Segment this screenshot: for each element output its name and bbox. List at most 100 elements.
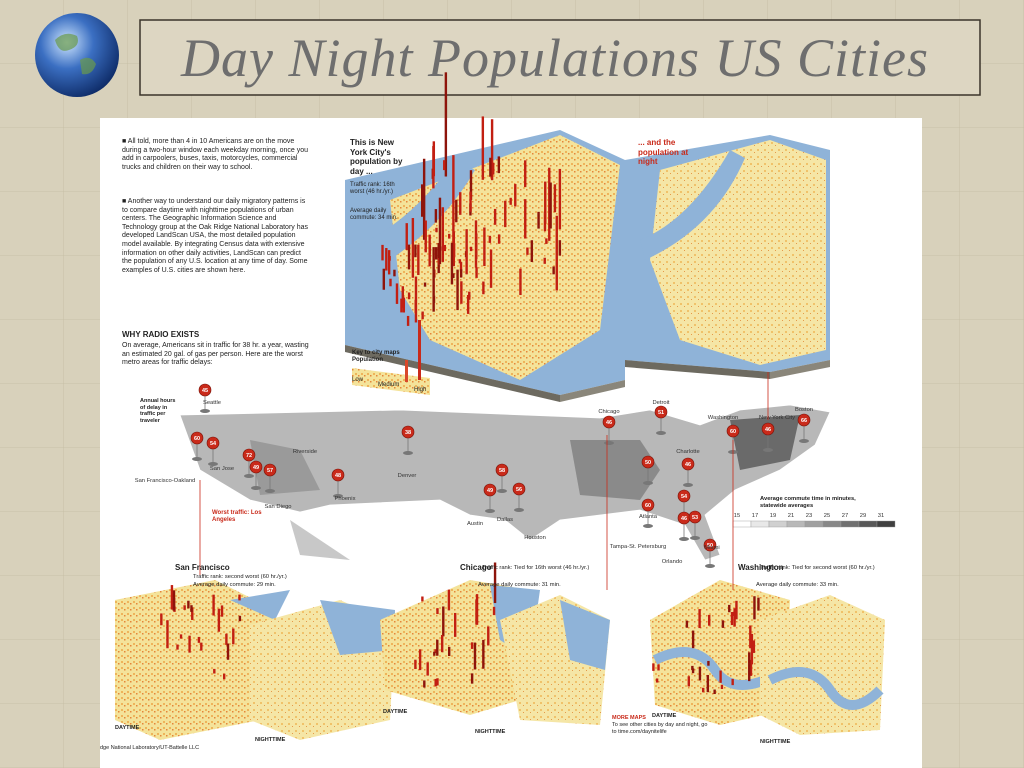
population-bar: [482, 639, 485, 669]
population-bar: [420, 184, 424, 217]
population-bar: [489, 157, 492, 177]
population-bar: [497, 234, 501, 244]
population-bar: [160, 613, 163, 626]
city-label: Orlando: [662, 559, 683, 565]
population-bar: [222, 673, 226, 680]
pin-value: 53: [692, 515, 698, 521]
population-bar: [706, 674, 710, 693]
population-bar: [428, 245, 432, 255]
pin-base: [514, 508, 524, 512]
population-bar: [226, 643, 230, 660]
city-label: Washington: [708, 415, 738, 421]
pin-base: [208, 462, 218, 466]
population-bar: [183, 605, 186, 610]
worst-traffic: Worst traffic: Los Angeles: [212, 510, 262, 523]
commute-scale: 15 17 19 21 23 25 27 29 31: [732, 513, 896, 528]
population-bar: [735, 600, 738, 620]
pin-value: 49: [253, 465, 259, 471]
population-bar: [459, 262, 463, 272]
population-bar: [225, 633, 228, 645]
pin-head: [263, 463, 277, 477]
scale-swatch: [840, 520, 860, 528]
pin-base: [265, 489, 275, 493]
pin-base: [656, 431, 666, 435]
population-bar: [470, 673, 474, 684]
pin-value: 38: [405, 430, 411, 436]
population-bar: [469, 191, 472, 212]
slide-title: Day Night Populations US Cities: [180, 28, 929, 88]
pin-base: [200, 409, 210, 413]
key-title: Key to city maps Population: [352, 350, 400, 363]
population-bar: [426, 662, 429, 676]
population-bar: [492, 606, 496, 616]
population-bar: [414, 276, 418, 323]
pin-head: [198, 383, 212, 397]
population-bar: [448, 233, 451, 239]
day-label: DAYTIME: [652, 713, 677, 719]
scale-title: Average commute time in minutes, statewi…: [760, 496, 856, 509]
city-label: Boston: [795, 407, 813, 413]
night-label: NIGHTTIME: [475, 729, 506, 735]
population-bar: [407, 244, 411, 270]
population-bar: [730, 612, 734, 626]
population-bar: [200, 642, 203, 651]
pin-value: 50: [707, 543, 713, 549]
population-bar: [411, 218, 415, 278]
pin-base: [679, 537, 689, 541]
scale-tick-label: 15: [734, 513, 740, 519]
pin-value: 49: [487, 488, 493, 494]
population-bar: [170, 585, 174, 610]
population-bar: [176, 644, 179, 650]
population-bar: [731, 678, 734, 686]
population-bar: [387, 250, 391, 275]
population-bar: [691, 665, 694, 671]
population-bar: [469, 246, 473, 252]
population-bar: [424, 220, 427, 253]
population-bar: [490, 119, 494, 181]
population-bar: [558, 240, 562, 256]
pin-base: [485, 509, 495, 513]
pin-head: [726, 424, 740, 438]
chicago-maps: [380, 580, 610, 725]
population-bar: [657, 664, 660, 671]
population-bar: [719, 670, 722, 683]
key-label: Low: [352, 377, 364, 383]
population-bar: [447, 589, 451, 611]
population-bar: [434, 209, 438, 223]
population-bar: [435, 227, 438, 233]
globe-land: [55, 33, 96, 75]
pin-value: 60: [645, 503, 651, 509]
san-francisco-maps: [115, 580, 395, 740]
scale-tick-label: 27: [842, 513, 848, 519]
pin-head: [602, 415, 616, 429]
population-bar: [443, 160, 446, 171]
pin-head: [654, 405, 668, 419]
pin-value: 60: [194, 436, 200, 442]
population-bar: [441, 207, 445, 262]
scale-tick-label: 23: [806, 513, 812, 519]
population-bar: [509, 197, 512, 205]
globe-icon: [35, 13, 119, 97]
pin-value: 56: [516, 487, 522, 493]
population-bar: [652, 663, 655, 671]
city-commute: Average daily commute: 33 min.: [756, 582, 839, 588]
pin-head: [495, 463, 509, 477]
city-label: Charlotte: [676, 449, 700, 455]
population-bar: [401, 286, 405, 308]
population-bar: [453, 612, 457, 637]
population-bar: [708, 614, 711, 626]
scale-swatch: [750, 520, 770, 528]
population-bar: [691, 668, 695, 674]
pin-head: [641, 498, 655, 512]
population-bar: [720, 684, 724, 690]
scale-swatch: [732, 520, 752, 528]
city-label: San Diego: [264, 504, 291, 510]
population-bar: [238, 594, 241, 601]
population-bar: [466, 294, 470, 314]
population-bar: [749, 625, 752, 649]
population-bar: [504, 200, 507, 228]
pin-value: 50: [645, 460, 651, 466]
population-bar: [436, 678, 439, 686]
pin-base: [497, 489, 507, 493]
